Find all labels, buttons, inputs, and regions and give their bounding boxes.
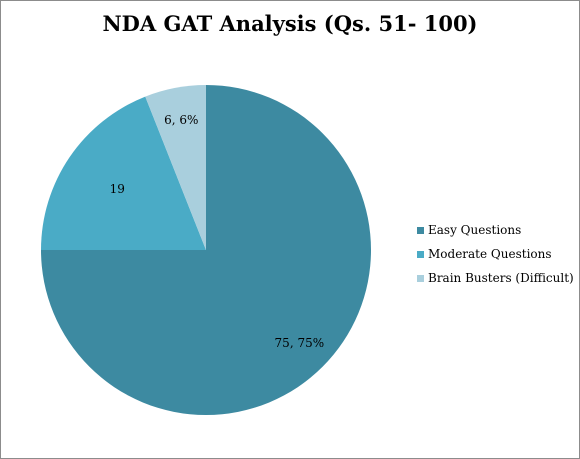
legend: Easy Questions Moderate Questions Brain … <box>417 218 574 290</box>
legend-label-easy: Easy Questions <box>428 223 522 237</box>
legend-swatch-moderate <box>417 250 424 258</box>
legend-item-brain-busters: Brain Busters (Difficult) <box>417 266 574 290</box>
legend-label-moderate: Moderate Questions <box>428 247 552 261</box>
slice-labels: 75, 75% 19 6, 6% <box>110 113 324 350</box>
chart-title: NDA GAT Analysis (Qs. 51- 100) <box>102 11 478 36</box>
slice-label-easy: 75, 75% <box>275 336 325 350</box>
legend-swatch-easy <box>417 226 424 234</box>
slice-label-moderate: 19 <box>110 182 125 196</box>
pie-slices <box>41 85 371 415</box>
slice-label-brain-busters: 6, 6% <box>164 113 198 127</box>
pie-slice-brain-busters <box>145 85 206 250</box>
legend-item-easy: Easy Questions <box>417 218 574 242</box>
legend-item-moderate: Moderate Questions <box>417 242 574 266</box>
legend-swatch-brain-busters <box>417 274 424 282</box>
legend-label-brain-busters: Brain Busters (Difficult) <box>428 271 574 285</box>
pie-slice-moderate <box>41 96 206 250</box>
